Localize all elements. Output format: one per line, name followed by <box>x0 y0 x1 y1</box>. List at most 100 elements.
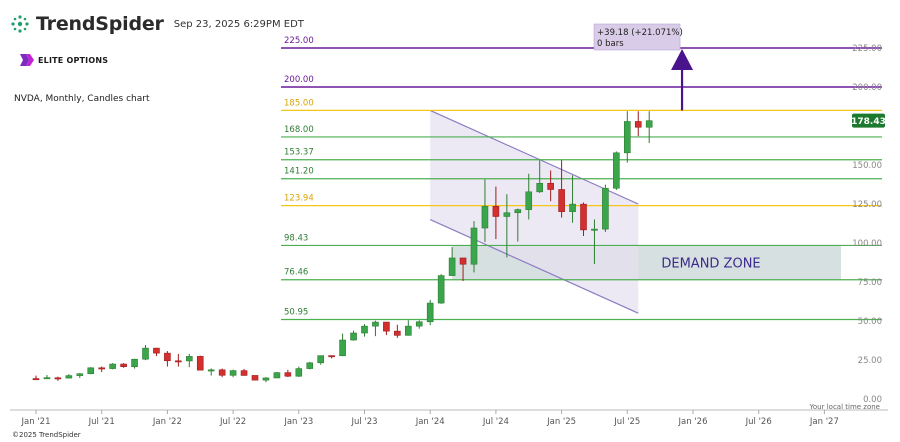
candle-body-43 <box>503 212 511 217</box>
x-tick-label-10: Jan '26 <box>678 417 708 427</box>
candles-layer <box>32 111 653 383</box>
level-label-4: 153.37 <box>284 148 314 158</box>
y-tick-label-7: 200.00 <box>852 83 882 93</box>
candle-body-10 <box>142 347 149 360</box>
candle-body-23 <box>284 372 292 377</box>
candle-body-18 <box>229 370 237 376</box>
chart-subtitle: NVDA, Monthly, Candles chart <box>14 94 150 104</box>
candle-body-26 <box>317 355 325 364</box>
candle-body-49 <box>569 203 576 212</box>
candle-body-3 <box>65 375 73 379</box>
elite-options-logo-icon <box>20 54 34 66</box>
candle-body-13 <box>175 360 182 363</box>
candle-body-5 <box>87 367 95 375</box>
x-tick-label-12: Jan '27 <box>809 417 839 427</box>
candle-body-14 <box>186 356 193 362</box>
y-tick-label-2: 50.00 <box>858 317 882 327</box>
candle-body-25 <box>306 362 314 369</box>
candle-body-0 <box>32 378 40 381</box>
y-tick-label-5: 125.00 <box>852 200 882 210</box>
candle-body-56 <box>645 120 653 128</box>
level-label-9: 50.95 <box>284 308 308 318</box>
channel-lower-line <box>429 219 639 314</box>
x-tick-label-3: Jul '22 <box>219 417 246 427</box>
level-label-2: 185.00 <box>284 98 314 108</box>
candle-body-1 <box>43 377 51 380</box>
candle-body-33 <box>394 330 401 336</box>
candle-body-54 <box>623 121 631 154</box>
candle-body-20 <box>251 375 259 381</box>
measure-change-text: +39.18 (+21.071%) <box>597 28 683 38</box>
candle-body-45 <box>525 191 533 210</box>
level-label-0: 225.00 <box>284 36 314 46</box>
candle-body-27 <box>328 355 335 358</box>
y-tick-label-4: 100.00 <box>852 239 882 249</box>
measure-box <box>593 23 681 51</box>
app-name: TrendSpider <box>36 13 164 35</box>
candle-body-37 <box>437 275 445 304</box>
current-price-badge <box>852 113 885 128</box>
demand-zone-label: DEMAND ZONE <box>661 257 760 272</box>
trendspider-logo-icon <box>11 15 29 33</box>
brand-name: ELITE OPTIONS <box>38 55 109 65</box>
level-label-8: 76.46 <box>284 268 308 278</box>
x-tick-label-4: Jan '23 <box>283 417 313 427</box>
candle-body-28 <box>339 339 346 357</box>
axis-timezone-note: Your local time zone <box>809 403 880 411</box>
candle-body-22 <box>273 372 281 379</box>
candle-body-44 <box>514 209 522 214</box>
measure-arrowhead <box>671 49 694 70</box>
x-tick-label-2: Jan '22 <box>152 417 182 427</box>
candle-body-8 <box>120 363 127 368</box>
candle-body-32 <box>383 321 390 332</box>
candle-body-51 <box>591 228 598 231</box>
candle-body-12 <box>164 352 171 362</box>
y-tick-label-8: 225.00 <box>852 44 882 54</box>
candle-body-53 <box>613 152 620 189</box>
candle-body-7 <box>109 363 116 369</box>
current-price-label: 178.43 <box>851 117 886 127</box>
elite-options-brand: ELITE OPTIONS <box>20 54 108 66</box>
channel-fill <box>430 110 639 314</box>
y-tick-label-0: 0.00 <box>863 395 882 405</box>
candle-body-55 <box>634 121 642 128</box>
x-tick-label-6: Jan '24 <box>415 417 445 427</box>
candle-body-15 <box>196 356 204 371</box>
y-tick-label-6: 150.00 <box>852 161 882 171</box>
x-tick-label-8: Jan '25 <box>546 417 576 427</box>
x-tick-label-1: Jul '21 <box>88 417 115 427</box>
candle-body-30 <box>361 325 368 334</box>
level-label-3: 168.00 <box>284 125 314 135</box>
candle-body-47 <box>547 182 554 190</box>
measure-bars-text: 0 bars <box>597 39 624 49</box>
y-tick-label-3: 75.00 <box>858 278 882 288</box>
candle-body-50 <box>580 203 587 231</box>
candle-body-41 <box>481 206 489 229</box>
candle-body-6 <box>98 367 105 370</box>
candle-body-36 <box>426 302 434 323</box>
chart-timestamp: Sep 23, 2025 6:29PM EDT <box>173 18 304 30</box>
candle-body-31 <box>372 321 379 327</box>
candle-body-9 <box>131 358 138 368</box>
y-tick-label-1: 25.00 <box>858 356 882 366</box>
candle-body-46 <box>536 182 544 193</box>
candle-body-34 <box>404 325 412 336</box>
candle-body-48 <box>558 189 565 212</box>
level-label-6: 123.94 <box>284 194 314 204</box>
level-label-1: 200.00 <box>284 75 314 85</box>
y-axis: 0.00 25.00 50.00 75.00 100.00 125.00 150.00 200… <box>852 44 882 405</box>
candle-body-42 <box>492 206 500 217</box>
candle-body-17 <box>218 369 226 376</box>
candle-body-2 <box>54 377 62 380</box>
candle-body-35 <box>415 321 423 327</box>
x-axis: Jan '21 Jul '21 Jan '22 Jul '22 Jan '23 Jul '… <box>10 403 888 427</box>
candle-body-4 <box>76 373 84 376</box>
app-header: TrendSpider Sep 23, 2025 6:29PM EDT <box>10 10 304 38</box>
candle-body-11 <box>153 347 160 354</box>
x-tick-label-11: Jul '26 <box>745 417 772 427</box>
candle-body-19 <box>240 370 248 376</box>
candle-body-16 <box>207 369 215 372</box>
annotations-layer: +39.18 (+21.071%)0 bars 178.43 <box>593 23 886 128</box>
x-tick-label-9: Jul '25 <box>613 417 640 427</box>
